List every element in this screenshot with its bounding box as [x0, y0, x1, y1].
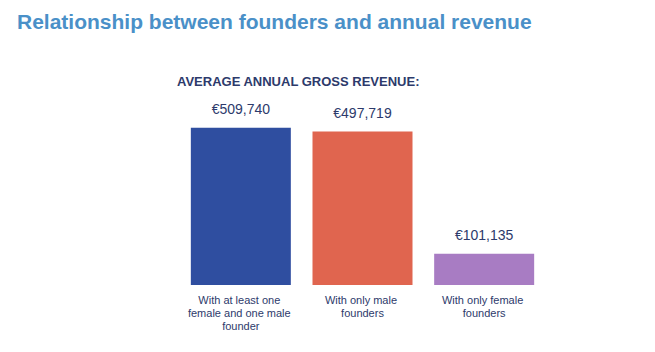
- svg-text:€509,740: €509,740: [212, 101, 271, 117]
- svg-text:founders: founders: [341, 307, 384, 319]
- svg-text:founders: founders: [463, 307, 506, 319]
- svg-text:With at least one: With at least one: [198, 294, 283, 306]
- svg-text:€497,719: €497,719: [333, 105, 392, 121]
- svg-text:€101,135: €101,135: [455, 227, 514, 243]
- svg-text:Relationship between founders: Relationship between founders and annual…: [17, 10, 532, 33]
- svg-text:AVERAGE ANNUAL GROSS REVENUE:: AVERAGE ANNUAL GROSS REVENUE:: [177, 74, 419, 89]
- svg-text:With only male: With only male: [325, 294, 400, 306]
- svg-text:female and one male: female and one male: [188, 307, 294, 319]
- svg-text:founder: founder: [222, 320, 260, 332]
- svg-text:With only female: With only female: [442, 294, 526, 306]
